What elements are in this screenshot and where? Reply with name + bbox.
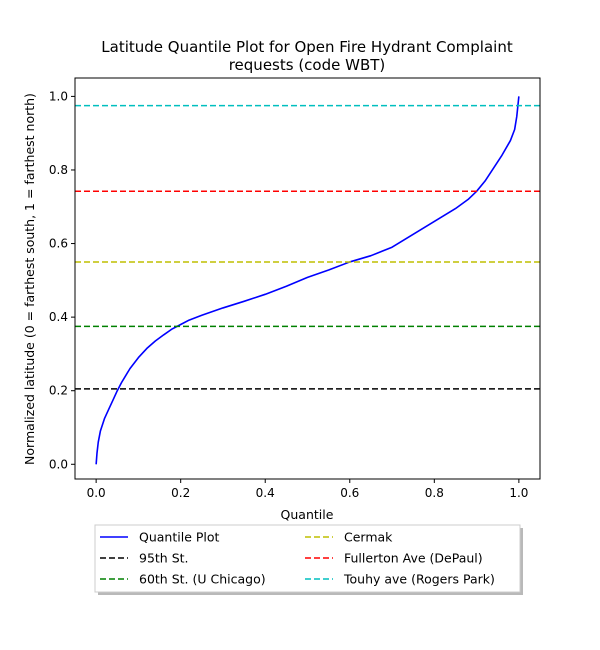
legend-label-95th-st: 95th St. xyxy=(139,551,189,566)
y-axis: 0.0 0.2 0.4 0.6 0.8 1.0 xyxy=(49,89,75,471)
y-tick-label: 0.8 xyxy=(49,163,68,177)
plot-area xyxy=(75,96,540,465)
x-tick-label: 1.0 xyxy=(509,486,528,500)
x-tick-label: 0.6 xyxy=(340,486,359,500)
x-axis: 0.0 0.2 0.4 0.6 0.8 1.0 xyxy=(87,479,528,500)
legend-label-quantile-plot: Quantile Plot xyxy=(139,530,220,545)
series-line-quantile-plot xyxy=(95,96,520,465)
legend-label-touhy-ave-rogers-park: Touhy ave (Rogers Park) xyxy=(343,572,495,587)
x-axis-label: Quantile xyxy=(281,507,334,522)
chart-title-line-1: Latitude Quantile Plot for Open Fire Hyd… xyxy=(101,38,513,56)
legend-label-cermak: Cermak xyxy=(344,530,393,545)
legend-label-fullerton-ave-depaul: Fullerton Ave (DePaul) xyxy=(344,551,483,566)
y-tick-label: 1.0 xyxy=(49,89,68,103)
legend-label-60th-st-u-chicago: 60th St. (U Chicago) xyxy=(139,572,266,587)
plot-frame xyxy=(74,77,541,480)
x-tick-label: 0.2 xyxy=(171,486,190,500)
y-tick-label: 0.0 xyxy=(49,457,68,471)
chart-title-line-2: requests (code WBT) xyxy=(229,56,386,74)
x-tick-label: 0.4 xyxy=(256,486,275,500)
x-tick-label: 0.8 xyxy=(425,486,444,500)
y-tick-label: 0.4 xyxy=(49,310,68,324)
x-tick-label: 0.0 xyxy=(87,486,106,500)
legend: Quantile Plot 95th St. 60th St. (U Chicago… xyxy=(94,524,523,595)
y-tick-label: 0.2 xyxy=(49,384,68,398)
y-tick-label: 0.6 xyxy=(49,237,68,251)
y-axis-label: Normalized latitude (0 = farthest south,… xyxy=(22,93,37,465)
